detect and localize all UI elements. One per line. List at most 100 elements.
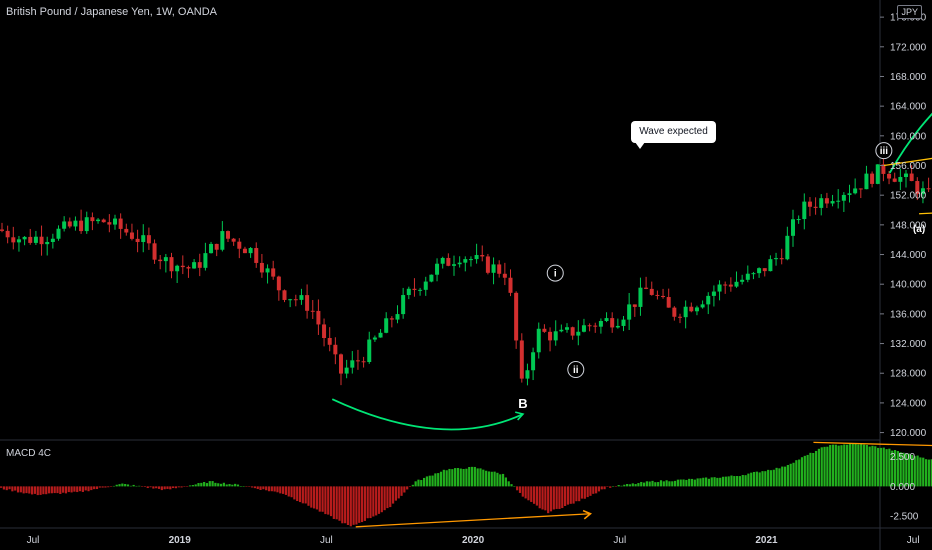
- candle-body: [519, 340, 524, 379]
- candle-body: [474, 255, 479, 260]
- macd-bar: [327, 486, 330, 515]
- candle-body: [435, 263, 440, 275]
- macd-bar: [349, 486, 352, 527]
- macd-bar: [518, 486, 522, 493]
- macd-bar: [53, 486, 56, 494]
- candle-body: [146, 235, 151, 244]
- macd-bar: [129, 485, 132, 487]
- macd-axis[interactable]: 2.500 0.000 -2.500: [890, 452, 919, 522]
- macd-bar: [470, 466, 474, 487]
- candle-body: [344, 367, 349, 374]
- macd-bar: [138, 485, 141, 487]
- macd-bar: [561, 486, 564, 509]
- candle-body: [333, 344, 338, 355]
- macd-bar: [820, 447, 823, 487]
- macd-bar: [676, 479, 679, 487]
- macd-bar: [713, 477, 716, 487]
- candle-body: [389, 318, 394, 320]
- macd-bar: [81, 486, 84, 492]
- candle-body: [265, 268, 270, 273]
- macd-tick-label: 2.500: [890, 452, 915, 463]
- macd-bar: [899, 452, 902, 487]
- candle-body: [33, 236, 38, 243]
- candle-body: [581, 325, 586, 332]
- wave-label-ii: ii: [573, 365, 579, 376]
- macd-bar: [155, 486, 158, 489]
- macd-bar: [823, 446, 826, 487]
- macd-bar: [631, 483, 634, 487]
- candle-body: [576, 331, 581, 336]
- candle-body: [553, 331, 558, 341]
- macd-bar: [157, 486, 161, 489]
- macd-top-divergence: [813, 441, 932, 447]
- macd-bar: [273, 486, 276, 492]
- wave-label-circle: [567, 361, 585, 379]
- candle-body: [661, 295, 666, 298]
- macd-bar: [600, 486, 603, 490]
- candle-body: [807, 201, 812, 207]
- macd-bar: [640, 481, 643, 487]
- candle-body: [22, 236, 27, 240]
- candle-body: [762, 268, 767, 272]
- candle-body: [129, 232, 134, 239]
- candle-body: [881, 164, 886, 174]
- candle-body: [841, 194, 846, 201]
- candle-body: [16, 239, 21, 243]
- macd-bar: [510, 484, 513, 487]
- candle-body: [56, 228, 61, 239]
- candle-body: [452, 264, 456, 266]
- macd-bar: [454, 468, 457, 487]
- macd-bar: [253, 486, 256, 489]
- candle-body: [169, 257, 174, 272]
- candle-body: [355, 360, 360, 362]
- candle-body: [915, 181, 920, 195]
- macd-tick-label: 0.000: [890, 482, 915, 493]
- price-tick-label: 172.000: [890, 42, 927, 53]
- macd-bar: [654, 482, 657, 487]
- candle-body: [531, 352, 536, 371]
- macd-bar: [617, 485, 620, 487]
- macd-bar: [752, 471, 756, 487]
- macd-bar: [143, 486, 147, 487]
- macd-bar: [425, 476, 429, 487]
- macd-bar: [445, 470, 448, 487]
- candle-body: [870, 173, 875, 184]
- macd-bar: [831, 444, 835, 487]
- macd-bar: [304, 486, 307, 504]
- candle-body: [367, 339, 372, 363]
- currency-badge[interactable]: JPY: [897, 5, 922, 19]
- macd-bar: [236, 484, 240, 487]
- candle-body: [231, 238, 236, 242]
- macd-bar: [33, 486, 37, 494]
- macd-bar: [186, 486, 189, 487]
- candle-body: [926, 188, 931, 190]
- macd-bar: [259, 486, 262, 490]
- macd-bar: [716, 477, 719, 487]
- macd-bar: [846, 444, 849, 487]
- candle-body: [107, 222, 112, 225]
- macd-bar: [651, 480, 654, 487]
- candle-body: [621, 319, 626, 326]
- macd-bar: [871, 445, 874, 487]
- candle-body: [700, 304, 705, 308]
- wave-expected-callout[interactable]: Wave expected: [631, 121, 716, 149]
- price-axis[interactable]: 120.000 124.000 128.000 132.000 136.000 140.0…: [880, 13, 927, 439]
- macd-bar: [177, 486, 180, 488]
- macd-bar: [566, 486, 570, 505]
- macd-bar: [809, 452, 812, 487]
- macd-bar: [112, 485, 115, 487]
- macd-bar: [817, 448, 820, 487]
- macd-bar: [282, 486, 285, 494]
- candle-body: [254, 248, 259, 263]
- candle-body: [237, 241, 242, 249]
- macd-bar: [927, 459, 930, 487]
- macd-bar: [840, 445, 843, 487]
- time-axis[interactable]: Jul2019Jul2020Jul2021Jul2022Jul2023Jul20…: [27, 535, 932, 546]
- macd-bar: [149, 486, 152, 488]
- candle-body: [565, 327, 569, 330]
- macd-tick-label: -2.500: [890, 512, 919, 523]
- macd-bar: [730, 475, 733, 487]
- candle-body: [604, 318, 609, 321]
- candle-body: [468, 259, 473, 261]
